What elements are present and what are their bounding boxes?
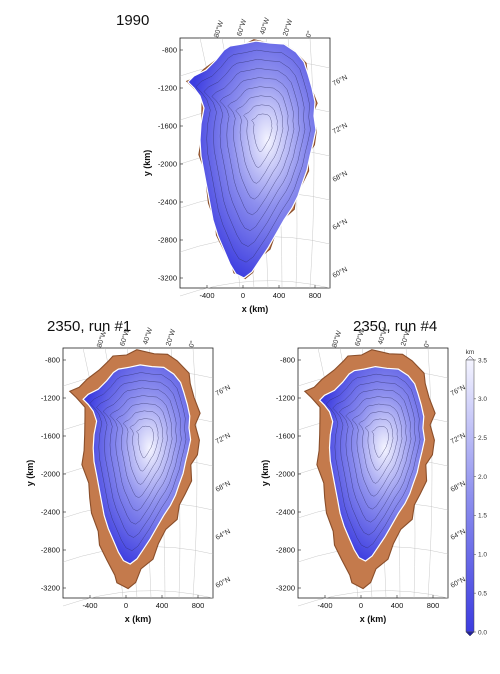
colorbar-tick-label: 3.5: [478, 357, 487, 364]
colorbar-min-arrow: [465, 631, 475, 637]
y-tick-label: -2400: [158, 198, 177, 207]
longitude-label: 0°: [422, 340, 432, 349]
x-axis-label: x (km): [242, 304, 269, 314]
colorbar-max-arrow: [465, 355, 475, 361]
y-tick-label: -1600: [276, 432, 295, 441]
y-tick-label: -2400: [41, 508, 60, 517]
y-tick-label: -2000: [276, 470, 295, 479]
y-tick-label: -2800: [158, 236, 177, 245]
longitude-label: 40°W: [141, 326, 154, 345]
x-tick-label: -400: [317, 601, 332, 610]
x-tick-label: 800: [192, 601, 205, 610]
y-tick-label: -3200: [158, 274, 177, 283]
x-tick-label: -400: [199, 291, 214, 300]
x-tick-label: 400: [273, 291, 286, 300]
x-tick-label: 0: [124, 601, 128, 610]
latitude-label: 72°N: [331, 121, 349, 135]
y-tick-label: -800: [45, 356, 60, 365]
longitude-label: 0°: [187, 340, 197, 349]
y-tick-label: -2400: [276, 508, 295, 517]
panel-title-1990: 1990: [116, 12, 150, 29]
x-tick-label: 400: [391, 601, 404, 610]
colorbar-tick-label: 1.0: [478, 552, 487, 559]
y-axis-label: y (km): [260, 460, 270, 487]
x-tick-label: 0: [241, 291, 245, 300]
longitude-label: 80°W: [212, 19, 225, 38]
y-tick-label: -2800: [41, 546, 60, 555]
latitude-label: 64°N: [331, 217, 349, 231]
colorbar-tick-label: 0.5: [478, 590, 487, 597]
y-tick-label: -2000: [158, 160, 177, 169]
elevation-contours: [89, 372, 187, 551]
longitude-label: 60°W: [235, 18, 248, 37]
y-axis-label: y (km): [25, 460, 35, 487]
x-tick-label: 800: [309, 291, 322, 300]
longitude-label: 40°W: [258, 16, 271, 35]
latitude-label: 64°N: [214, 527, 232, 541]
y-tick-label: -1200: [41, 394, 60, 403]
latitude-label: 60°N: [214, 575, 232, 589]
longitude-label: 0°: [304, 30, 314, 39]
y-tick-label: -800: [280, 356, 295, 365]
longitude-label: 20°W: [281, 18, 294, 37]
map-panel-run1: -400 0 400 800 x (km) -800 -1200 -1600 -2000 -240…: [25, 326, 232, 624]
map-panel-1990: -400 0 400 800 x (km) -800 -1200 -1600 -2000 -240…: [142, 16, 349, 314]
longitude-label: 80°W: [330, 329, 343, 348]
x-axis-label: x (km): [360, 614, 387, 624]
y-tick-label: -1200: [158, 84, 177, 93]
colorbar-tick-label: 1.5: [478, 513, 487, 520]
y-tick-label: -1600: [41, 432, 60, 441]
colorbar-bar: [465, 359, 475, 633]
y-tick-label: -3200: [41, 584, 60, 593]
colorbar-tick-label: 3.0: [478, 396, 487, 403]
colorbar-unit: km: [466, 349, 475, 356]
y-tick-label: -2000: [41, 470, 60, 479]
colorbar: km3.5 3.0 2.5 2.0 1.5 1.0 0.5 0.0: [465, 349, 487, 637]
latitude-label: 76°N: [331, 73, 349, 87]
y-tick-label: -1600: [158, 122, 177, 131]
latitude-label: 68°N: [331, 169, 349, 183]
y-tick-label: -1200: [276, 394, 295, 403]
x-tick-label: -400: [82, 601, 97, 610]
latitude-label: 72°N: [214, 431, 232, 445]
colorbar-tick-label: 2.0: [478, 474, 487, 481]
latitude-label: 76°N: [214, 383, 232, 397]
longitude-label: 20°W: [164, 328, 177, 347]
panel-title-run1: 2350, run #1: [47, 318, 132, 335]
y-tick-label: -3200: [276, 584, 295, 593]
y-tick-label: -800: [162, 46, 177, 55]
x-tick-label: 400: [156, 601, 169, 610]
x-tick-label: 800: [427, 601, 440, 610]
colorbar-tick-label: 0.0: [478, 629, 487, 636]
elevation-contours: [325, 373, 421, 549]
elevation-contours: [195, 49, 311, 263]
x-axis-label: x (km): [125, 614, 152, 624]
latitude-label: 68°N: [214, 479, 232, 493]
x-tick-label: 0: [359, 601, 363, 610]
map-panel-run4: -400 0 400 800 x (km) -800 -1200 -1600 -2000 -240…: [260, 326, 467, 624]
latitude-label: 60°N: [331, 265, 349, 279]
colorbar-tick-label: 2.5: [478, 435, 487, 442]
y-axis-label: y (km): [142, 150, 152, 177]
panel-title-run4: 2350, run #4: [353, 318, 438, 335]
y-tick-label: -2800: [276, 546, 295, 555]
